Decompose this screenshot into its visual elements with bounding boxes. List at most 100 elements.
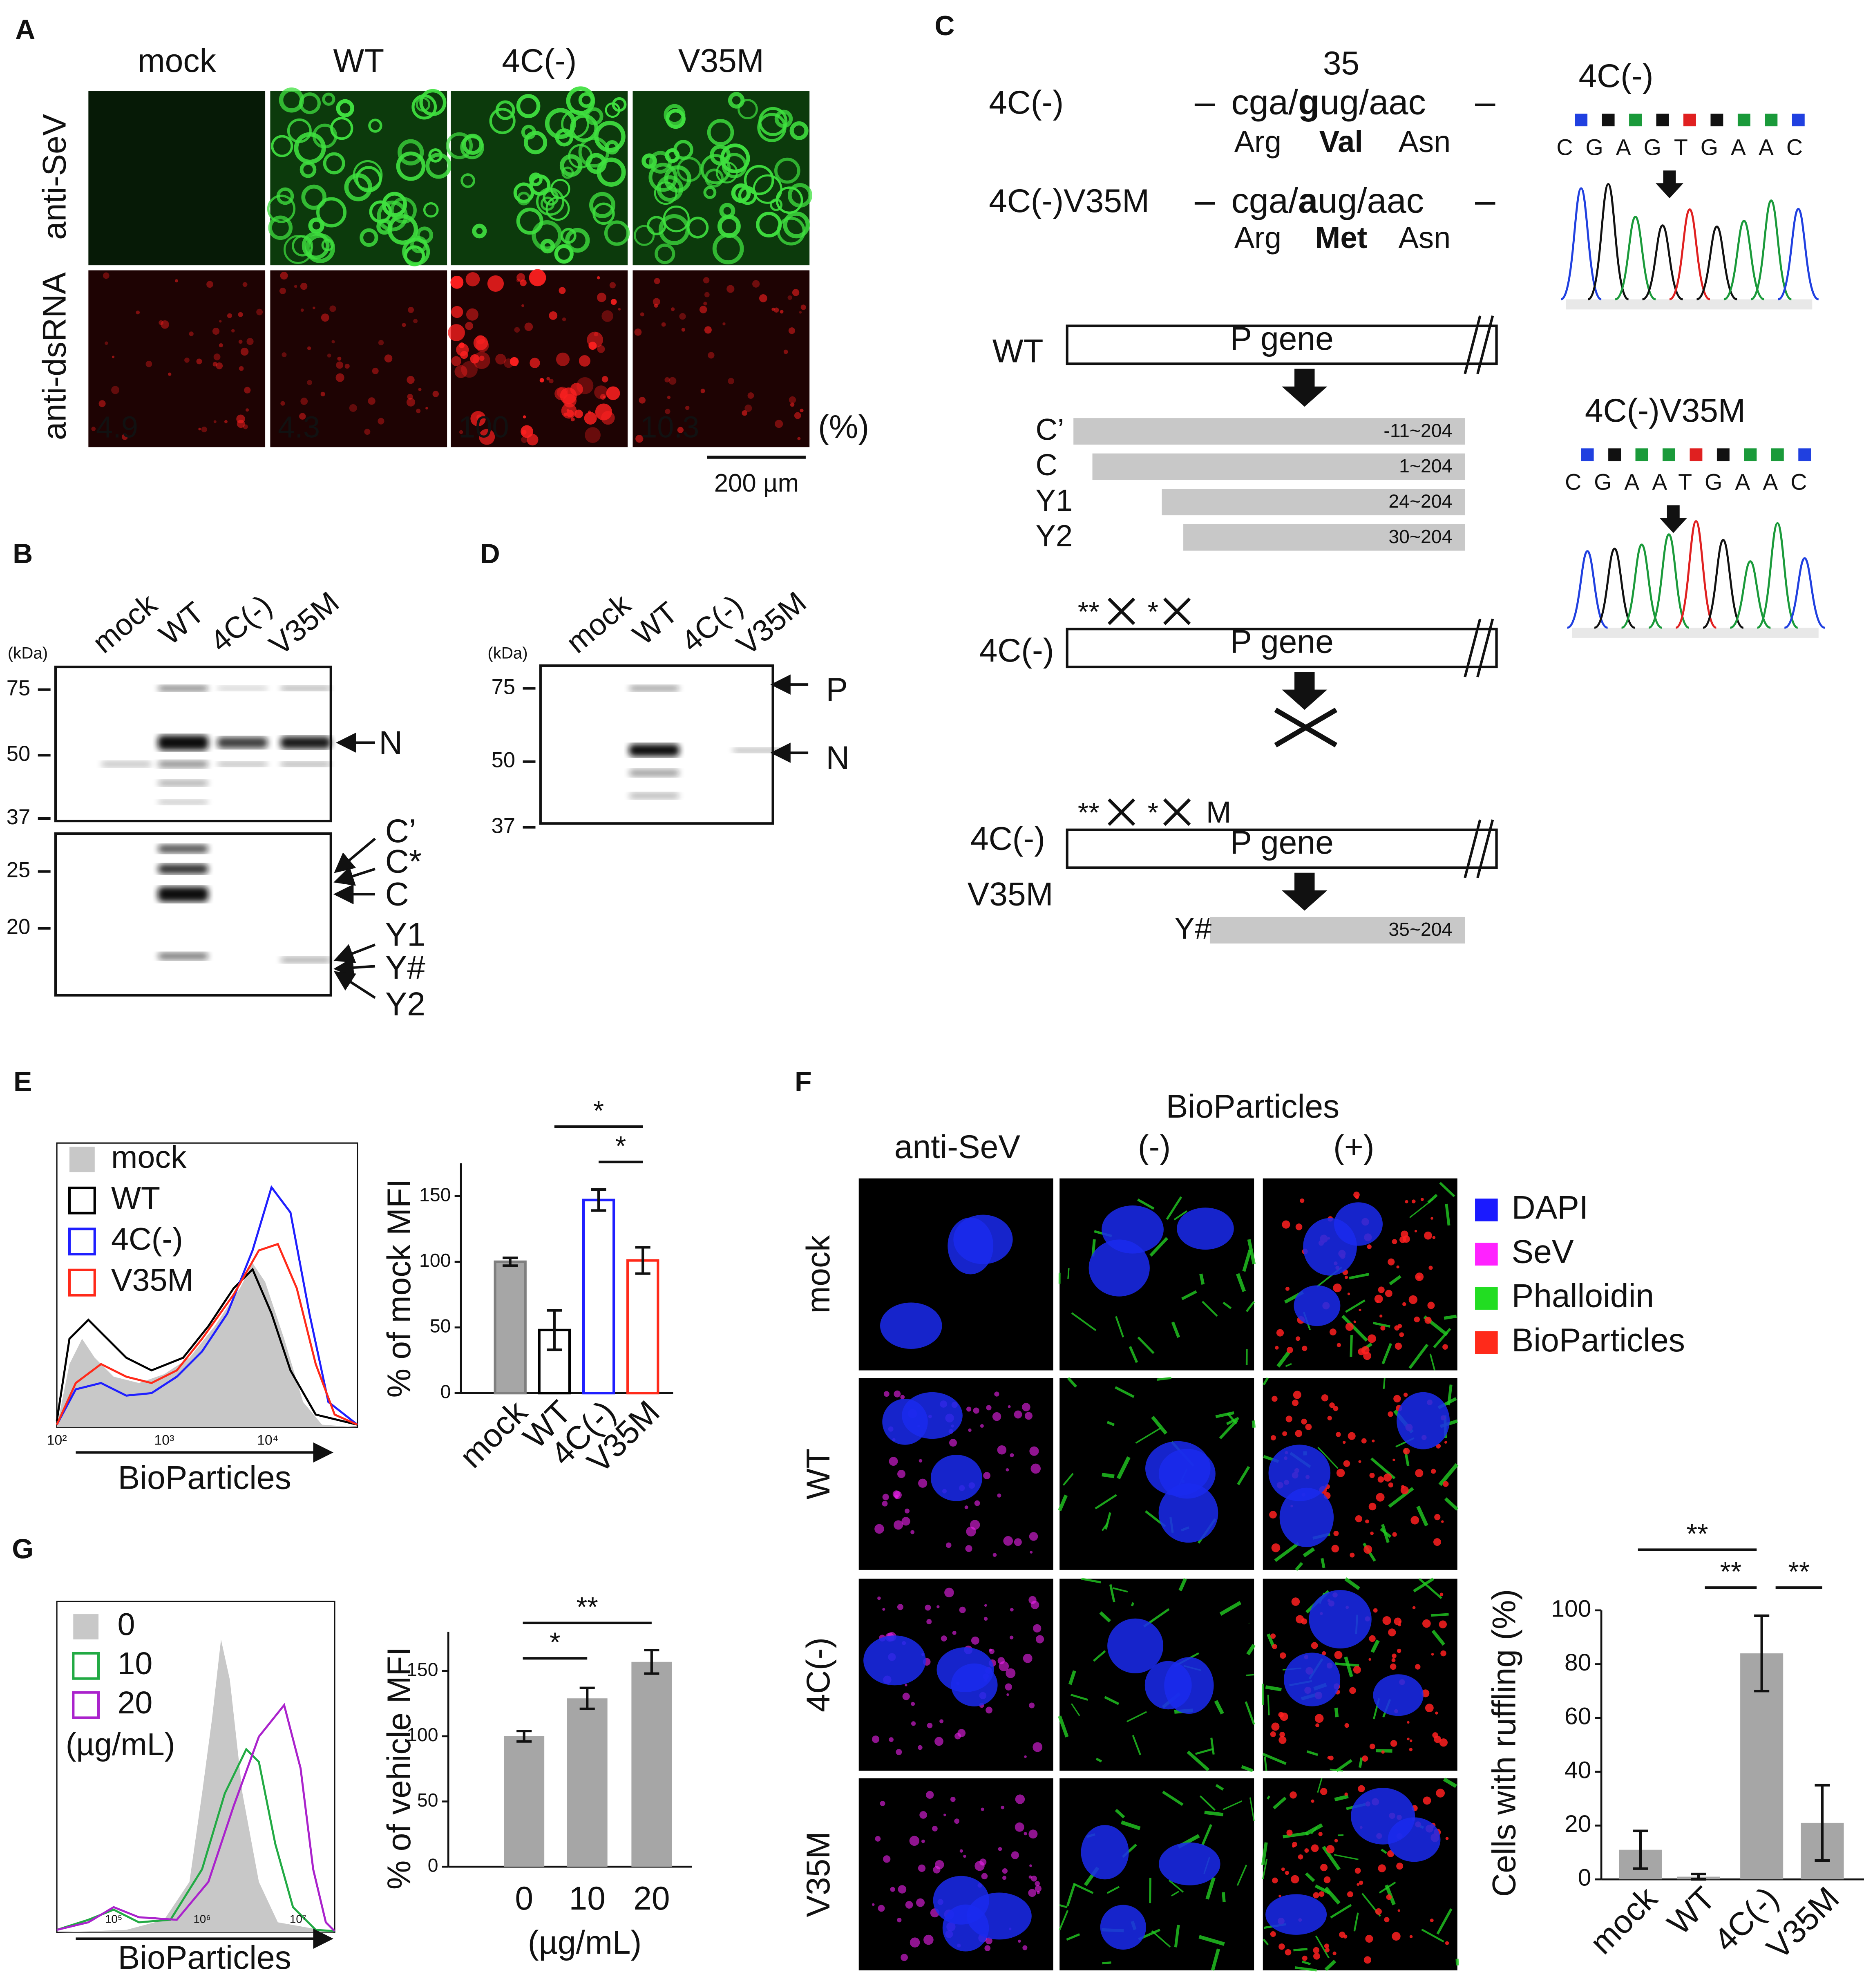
error-bar bbox=[547, 1309, 562, 1351]
signal bbox=[919, 1459, 923, 1463]
particle bbox=[1410, 1739, 1413, 1742]
break-mark bbox=[1476, 819, 1494, 878]
signal bbox=[368, 397, 375, 405]
cell bbox=[368, 119, 382, 133]
particle bbox=[1358, 1348, 1365, 1355]
product-label: C bbox=[1035, 448, 1057, 482]
unit-label: (%) bbox=[818, 409, 869, 445]
legend-swatch bbox=[72, 1691, 100, 1719]
legend-label: WT bbox=[111, 1181, 160, 1216]
signal bbox=[206, 281, 213, 288]
particle bbox=[1388, 1411, 1393, 1417]
cell bbox=[648, 163, 678, 192]
particle bbox=[1388, 1482, 1393, 1488]
filament bbox=[1388, 1487, 1414, 1508]
legend-label: 4C(-) bbox=[111, 1222, 183, 1257]
cell bbox=[594, 121, 626, 152]
band-label: C’ bbox=[385, 813, 416, 850]
histogram-area bbox=[57, 1639, 335, 1932]
particle bbox=[1383, 1473, 1392, 1482]
filament bbox=[1421, 1928, 1444, 1943]
marker-label: 50 bbox=[492, 748, 515, 772]
band bbox=[158, 799, 208, 805]
filament bbox=[1211, 1948, 1220, 1971]
error-bar bbox=[1691, 1872, 1706, 1881]
particle bbox=[1326, 1845, 1335, 1854]
signal bbox=[105, 341, 108, 345]
x-tick-label: 20 bbox=[633, 1880, 670, 1917]
arrow bbox=[334, 837, 376, 873]
filament bbox=[1444, 1497, 1459, 1511]
signal bbox=[872, 1735, 880, 1743]
base-calls: CGAATGAAC bbox=[1565, 470, 1819, 495]
filament bbox=[1131, 1602, 1134, 1607]
particle bbox=[1319, 1891, 1325, 1897]
particle bbox=[1344, 1792, 1348, 1796]
filament bbox=[1263, 1377, 1269, 1386]
particle bbox=[1407, 1738, 1410, 1740]
gene-label: P gene bbox=[1230, 824, 1334, 861]
signal bbox=[470, 354, 480, 364]
band bbox=[158, 685, 208, 692]
filament bbox=[1102, 1473, 1115, 1478]
signal bbox=[460, 351, 468, 359]
signal bbox=[451, 356, 461, 366]
particle bbox=[1269, 1511, 1277, 1519]
cell bbox=[641, 153, 657, 169]
nucleus bbox=[1309, 1590, 1372, 1649]
filament bbox=[1301, 1960, 1311, 1966]
signal bbox=[416, 409, 421, 414]
signal bbox=[1033, 1624, 1042, 1633]
trace-peak bbox=[1757, 522, 1798, 629]
signal bbox=[981, 1873, 988, 1880]
nucleus bbox=[1373, 1674, 1424, 1716]
axis-label: % of mock MFI bbox=[381, 1179, 418, 1398]
filament bbox=[1436, 1908, 1453, 1935]
cell bbox=[416, 97, 431, 112]
particle bbox=[1373, 1608, 1378, 1613]
filament bbox=[1264, 1756, 1267, 1771]
signal bbox=[950, 1797, 956, 1802]
signal bbox=[679, 313, 686, 320]
particle bbox=[1331, 1545, 1339, 1553]
particle bbox=[1357, 1883, 1360, 1886]
signal bbox=[946, 1542, 952, 1548]
signal bbox=[479, 429, 495, 445]
signal bbox=[407, 394, 413, 400]
y-tick-label: 100 bbox=[419, 1250, 451, 1271]
filament bbox=[1389, 1275, 1401, 1286]
signal bbox=[794, 412, 801, 419]
particle bbox=[1442, 1344, 1448, 1350]
filament bbox=[1381, 1849, 1387, 1854]
cell bbox=[605, 102, 620, 118]
nucleus bbox=[1159, 1842, 1220, 1885]
signal bbox=[313, 306, 315, 309]
cell bbox=[554, 244, 574, 264]
filament bbox=[1174, 1925, 1180, 1948]
signal bbox=[789, 396, 796, 404]
particle bbox=[1412, 1199, 1416, 1203]
cell bbox=[776, 186, 803, 214]
signal bbox=[514, 327, 520, 333]
filament bbox=[1067, 1377, 1077, 1388]
particle bbox=[1422, 1619, 1431, 1628]
particle bbox=[1402, 1302, 1406, 1306]
filament bbox=[1067, 1268, 1070, 1279]
error-bar bbox=[644, 1648, 659, 1675]
signal bbox=[897, 1470, 906, 1478]
signal bbox=[949, 1439, 957, 1447]
signal bbox=[184, 358, 190, 363]
signal bbox=[111, 386, 120, 394]
arrow bbox=[333, 957, 375, 978]
trace-peak bbox=[1594, 548, 1635, 629]
filament bbox=[1073, 1883, 1094, 1894]
product-label: Y# bbox=[1174, 912, 1211, 946]
filament bbox=[1285, 1363, 1292, 1367]
signal bbox=[973, 1407, 979, 1414]
sequence-part: a bbox=[1298, 181, 1318, 221]
filament bbox=[1151, 1416, 1168, 1435]
lane-label: V35M bbox=[263, 585, 345, 662]
signal bbox=[448, 324, 465, 341]
signal bbox=[246, 338, 254, 345]
signal bbox=[159, 320, 164, 325]
